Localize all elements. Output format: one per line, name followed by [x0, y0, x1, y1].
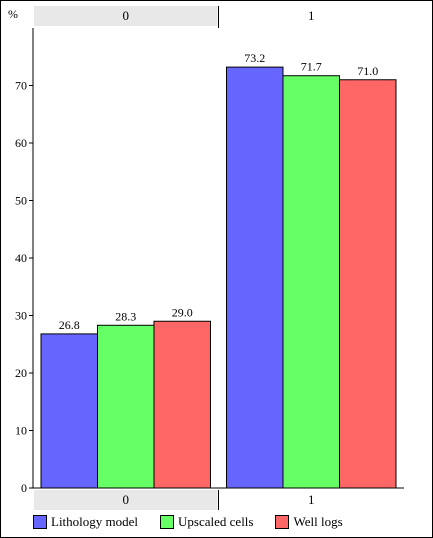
bar [153, 320, 211, 489]
bar-value-label: 71.7 [301, 60, 322, 74]
y-tick-label: 20 [15, 366, 27, 380]
y-axis: 0 10 20 30 40 50 60 70 [15, 28, 404, 495]
legend-item: Upscaled cells [160, 514, 253, 530]
bottom-category-band [219, 490, 403, 510]
y-tick-label: 50 [15, 194, 27, 208]
top-category-band [219, 6, 403, 26]
bar [40, 333, 98, 489]
legend-swatch [160, 515, 175, 529]
bar-value-label: 29.0 [172, 305, 193, 319]
y-tick-label: 60 [15, 136, 27, 150]
bar [97, 324, 155, 489]
legend-item: Lithology model [33, 514, 138, 530]
bar-value-label: 28.3 [115, 309, 136, 323]
top-category-label: 1 [308, 8, 315, 23]
bar-value-label: 73.2 [244, 51, 265, 65]
top-category-band [34, 6, 218, 26]
y-tick-label: 0 [21, 481, 27, 495]
y-tick-label: 40 [15, 251, 27, 265]
legend-swatch [33, 515, 47, 529]
bar [226, 66, 284, 489]
legend: Lithology model Upscaled cells Well logs [33, 512, 423, 532]
bar-value-label: 26.8 [59, 318, 80, 332]
bars: 26.8 28.3 29.0 73.2 71.7 71.0 [40, 51, 397, 489]
top-category-label: 0 [123, 8, 130, 23]
bottom-category-band [34, 490, 218, 510]
y-tick-label: 10 [15, 424, 27, 438]
bar-value-label: 71.0 [357, 64, 378, 78]
bottom-category-label: 0 [123, 492, 130, 507]
bar [282, 75, 340, 489]
legend-label: Lithology model [51, 514, 139, 529]
bottom-category-label: 1 [308, 492, 315, 507]
legend-item: Well logs [275, 514, 343, 530]
y-tick-label: 30 [15, 309, 27, 323]
y-axis-label: % [8, 7, 18, 21]
y-tick-label: 70 [15, 79, 27, 93]
bar [339, 79, 397, 489]
legend-swatch [275, 515, 290, 529]
legend-label: Well logs [293, 514, 343, 529]
legend-label: Upscaled cells [178, 514, 254, 529]
